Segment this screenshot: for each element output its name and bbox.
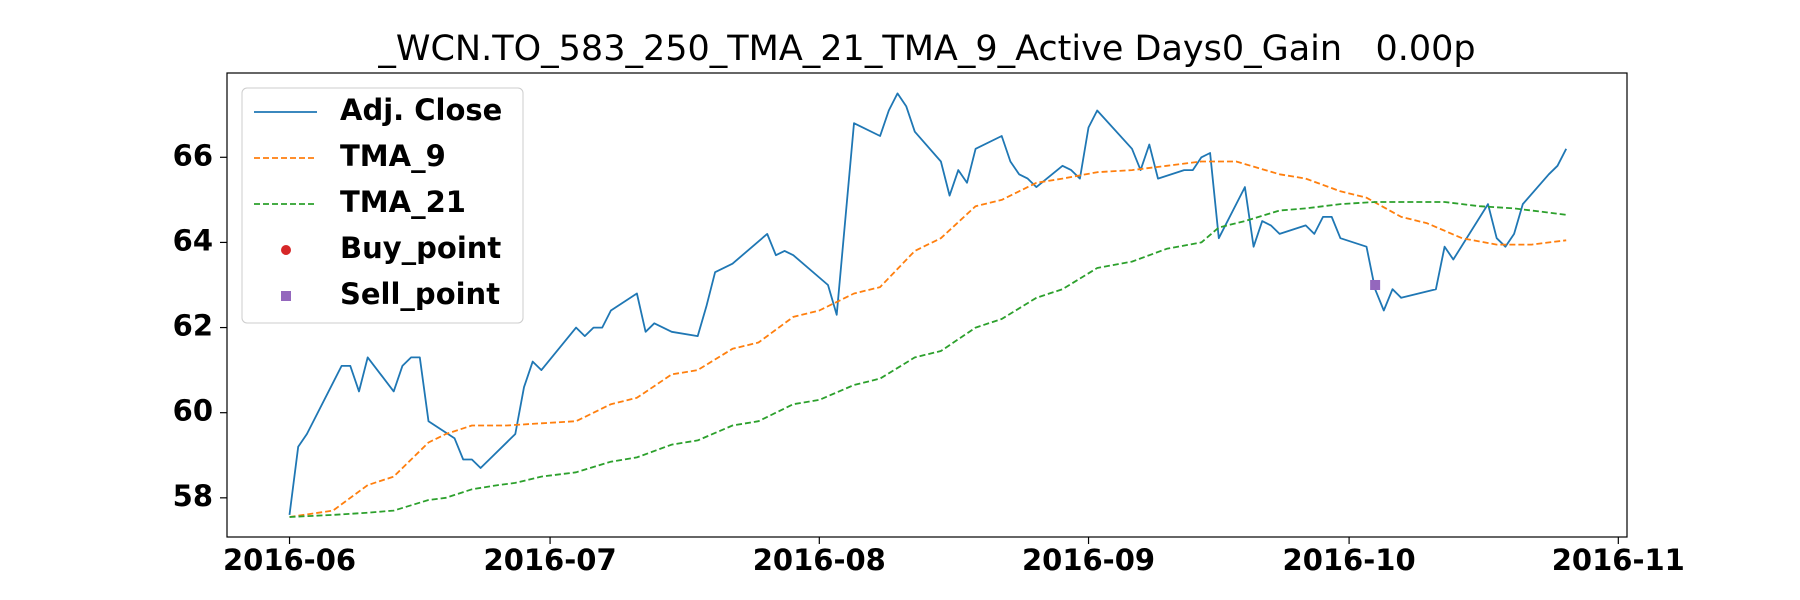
- series-line: [289, 201, 1567, 518]
- legend-marker: [281, 245, 291, 255]
- legend-marker: [281, 291, 291, 301]
- series-line: [288, 92, 1568, 516]
- plot-frame: [226, 72, 1628, 538]
- legend-label: Buy_point: [340, 231, 501, 265]
- x-tick-label: 2016-08: [753, 543, 886, 577]
- x-tick-label: 2016-11: [1552, 543, 1685, 577]
- y-tick-label: 66: [173, 138, 213, 172]
- legend-label: TMA_21: [340, 185, 466, 219]
- legend-frame: [241, 87, 524, 324]
- x-tick-label: 2016-10: [1283, 543, 1416, 577]
- y-tick-label: 58: [173, 479, 213, 513]
- y-tick-label: 64: [173, 223, 213, 257]
- chart-title: _WCN.TO_583_250_TMA_21_TMA_9_Active Days…: [377, 29, 1475, 69]
- legend: Adj. Close TMA_9 TMA_21 Buy_point Sell_point: [241, 87, 524, 324]
- x-tick-label: 2016-09: [1022, 543, 1155, 577]
- y-tick-label: 62: [173, 309, 213, 343]
- legend-label: TMA_9: [340, 139, 446, 173]
- x-tick-label: 2016-06: [223, 543, 356, 577]
- x-tick-label: 2016-07: [484, 543, 617, 577]
- legend-label: Sell_point: [340, 277, 500, 311]
- marker: [1370, 279, 1381, 290]
- legend-label: Adj. Close: [340, 93, 502, 127]
- y-tick-label: 60: [173, 394, 213, 428]
- series-line: [289, 160, 1567, 518]
